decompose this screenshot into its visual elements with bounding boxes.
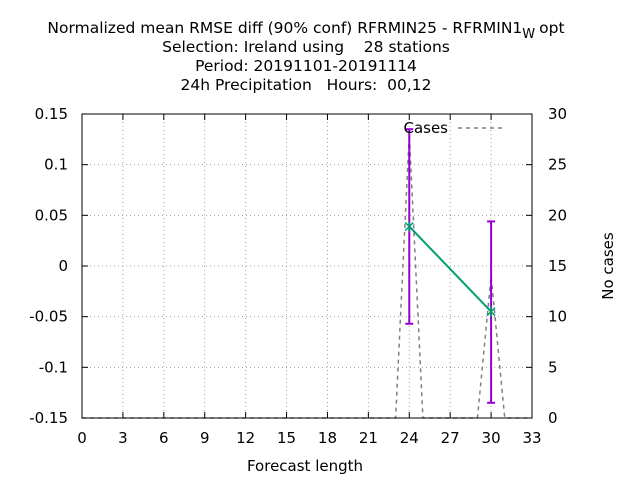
y2-tick-label-6: 30 — [548, 105, 567, 123]
x-tick-label-10: 30 — [482, 429, 501, 447]
x-axis-label: Forecast length — [247, 457, 363, 475]
x-tick-label-11: 33 — [522, 429, 541, 447]
y2-axis-ticks: 0 5 10 15 20 25 30 — [526, 105, 567, 427]
x-axis-ticks: 0 3 6 9 12 15 18 21 24 27 30 33 — [77, 114, 542, 447]
y-tick-label-2: -0.05 — [29, 308, 68, 326]
x-tick-label-5: 15 — [277, 429, 296, 447]
y2-tick-label-3: 15 — [548, 257, 567, 275]
x-tick-label-9: 27 — [441, 429, 460, 447]
title-line-2: Selection: Ireland using 28 stations — [162, 38, 450, 56]
x-tick-label-3: 9 — [200, 429, 210, 447]
y-tick-label-3: 0 — [58, 257, 68, 275]
y-tick-label-5: 0.1 — [44, 156, 68, 174]
legend-label-cases: Cases — [403, 119, 448, 137]
plot-frame — [81, 113, 533, 419]
y-tick-label-0: -0.15 — [29, 409, 68, 427]
y-axis-ticks: -0.15 -0.1 -0.05 0 0.05 0.1 0.15 — [29, 105, 88, 427]
series-cases-line — [82, 134, 532, 419]
y2-tick-label-4: 20 — [548, 206, 567, 224]
series-layer — [82, 128, 532, 419]
legend: Cases — [403, 119, 506, 137]
y-tick-label-6: 0.15 — [35, 105, 68, 123]
x-tick-label-7: 21 — [359, 429, 378, 447]
x-tick-label-2: 6 — [159, 429, 169, 447]
title-line-3: Period: 20191101-20191114 — [195, 57, 417, 75]
data-point-1 — [486, 306, 496, 317]
y2-tick-label-1: 5 — [548, 358, 558, 376]
title-line-4: 24h Precipitation Hours: 00,12 — [181, 76, 432, 94]
y2-tick-label-5: 25 — [548, 156, 567, 174]
y-tick-label-1: -0.1 — [39, 358, 68, 376]
x-tick-label-8: 24 — [400, 429, 419, 447]
data-point-0 — [404, 221, 414, 232]
x-tick-label-4: 12 — [236, 429, 255, 447]
x-tick-label-6: 18 — [318, 429, 337, 447]
y2-axis-label: No cases — [599, 232, 617, 300]
y2-tick-label-2: 10 — [548, 308, 567, 326]
title-line-1: Normalized mean RMSE diff (90% conf) RFR… — [47, 19, 564, 42]
series-mean-diff-line — [408, 225, 492, 313]
y-tick-label-4: 0.05 — [35, 206, 68, 224]
chart-title: Normalized mean RMSE diff (90% conf) RFR… — [47, 19, 564, 94]
x-tick-label-1: 3 — [118, 429, 128, 447]
grid — [82, 114, 532, 418]
y2-tick-label-0: 0 — [548, 409, 558, 427]
x-tick-label-0: 0 — [77, 429, 87, 447]
